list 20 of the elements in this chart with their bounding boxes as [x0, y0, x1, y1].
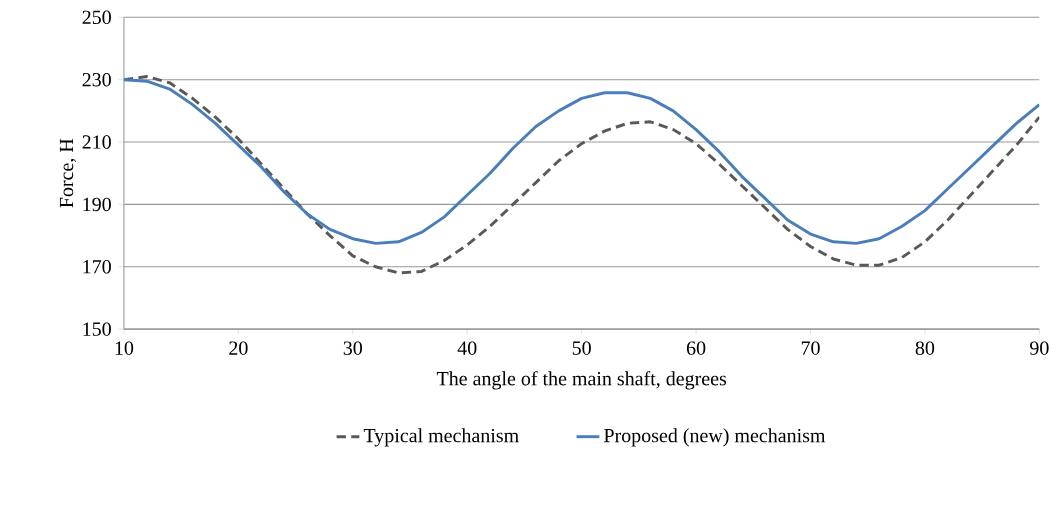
x-axis-title: The angle of the main shaft, degrees — [436, 371, 727, 390]
x-tick-label: 10 — [115, 341, 134, 355]
x-tick-label: 60 — [686, 341, 706, 355]
x-tick-label: 80 — [915, 341, 935, 355]
legend-label: Proposed (new) mechanism — [604, 428, 826, 447]
y-tick-label: 170 — [83, 260, 111, 274]
x-tick-label: 50 — [572, 341, 591, 355]
legend-label: Typical mechanism — [363, 428, 519, 447]
y-tick-label: 210 — [82, 135, 111, 149]
x-tick-label: 90 — [1030, 341, 1049, 355]
x-tick-label: 40 — [457, 341, 477, 355]
x-tick-label: 20 — [229, 341, 248, 355]
x-tick-label: 30 — [343, 341, 363, 355]
y-tick-label: 250 — [82, 10, 111, 25]
y-tick-label: 190 — [83, 197, 111, 212]
y-tick-label: 150 — [83, 322, 111, 336]
y-tick-label: 230 — [82, 72, 111, 87]
y-axis-title: Force, H — [59, 138, 77, 208]
x-tick-label: 70 — [801, 341, 820, 355]
line-series — [123, 78, 1040, 245]
